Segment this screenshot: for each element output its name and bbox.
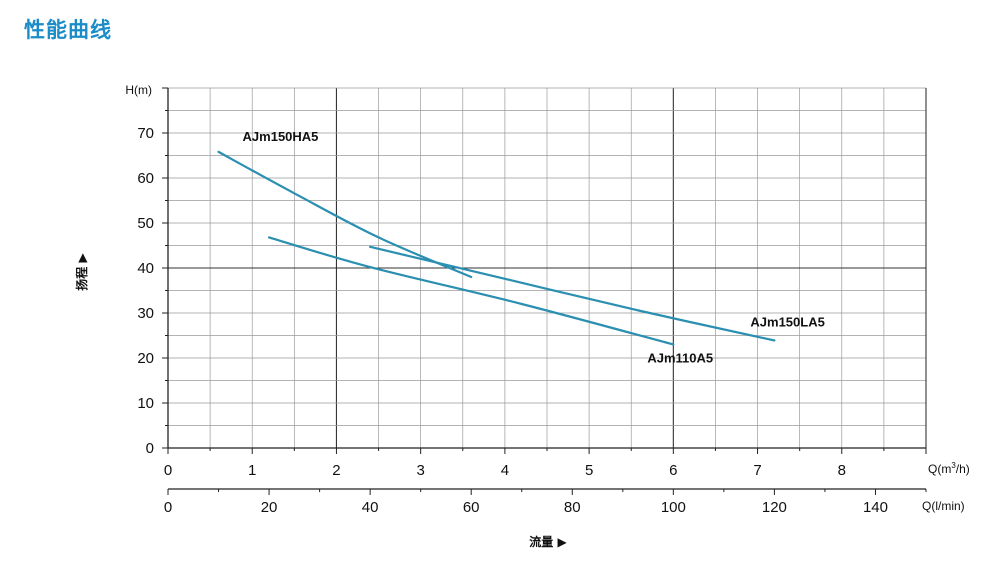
grid bbox=[168, 87, 926, 448]
curve-ajm150ha5 bbox=[217, 150, 473, 279]
y-tick-label: 10 bbox=[137, 395, 154, 412]
x-tick-label-lmin: 80 bbox=[564, 499, 581, 516]
series-labels: AJm150HA5 AJm110A5 AJm150LA5 bbox=[243, 129, 825, 366]
y-tick-label: 70 bbox=[137, 125, 154, 142]
y-axis-title: 扬程 ▶ bbox=[74, 253, 89, 291]
y-tick-label: 30 bbox=[137, 305, 154, 322]
x-unit-primary-end: /h) bbox=[956, 462, 970, 476]
y-tick-label: 60 bbox=[137, 170, 154, 187]
x-tick-label-m3h: 0 bbox=[164, 462, 172, 479]
x-tick-label-m3h: 3 bbox=[416, 462, 424, 479]
x-tick-label-m3h: 4 bbox=[501, 462, 509, 479]
x-unit-secondary-label: Q(l/min) bbox=[922, 499, 965, 513]
series-label-ajm150ha5: AJm150HA5 bbox=[243, 129, 319, 144]
curve-ajm150la5 bbox=[369, 245, 776, 342]
x-tick-label-m3h: 2 bbox=[332, 462, 340, 479]
x-tick-label-m3h: 6 bbox=[669, 462, 677, 479]
x-tick-label-lmin: 100 bbox=[661, 499, 686, 516]
axes bbox=[162, 87, 927, 495]
y-tick-label: 50 bbox=[137, 215, 154, 232]
x-tick-label-lmin: 20 bbox=[261, 499, 278, 516]
y-tick-label: 20 bbox=[137, 350, 154, 367]
series-label-ajm110a5: AJm110A5 bbox=[647, 351, 713, 366]
x-tick-label-lmin: 40 bbox=[362, 499, 379, 516]
x-tick-label-lmin: 120 bbox=[762, 499, 787, 516]
x-unit-primary-base: Q(m bbox=[928, 462, 951, 476]
x-tick-label-m3h: 7 bbox=[753, 462, 761, 479]
y-tick-label: 0 bbox=[146, 440, 154, 457]
y-tick-label: 40 bbox=[137, 260, 154, 277]
page-title: 性能曲线 bbox=[24, 18, 112, 42]
curves bbox=[217, 150, 776, 346]
curve-ajm110a5 bbox=[267, 236, 675, 346]
x-unit-primary-label: Q(m3/h) bbox=[928, 461, 970, 476]
x-axis-title: 流量 ▶ bbox=[529, 534, 567, 549]
x-unit-primary-sup: 3 bbox=[951, 461, 956, 470]
x-tick-label-m3h: 5 bbox=[585, 462, 593, 479]
x-tick-label-lmin: 0 bbox=[164, 499, 172, 516]
series-label-ajm150la5: AJm150LA5 bbox=[750, 314, 824, 329]
x-tick-label-m3h: 1 bbox=[248, 462, 256, 479]
x-tick-label-lmin: 140 bbox=[863, 499, 888, 516]
x-tick-label-m3h: 8 bbox=[838, 462, 846, 479]
y-unit-label: H(m) bbox=[125, 83, 152, 97]
x-tick-label-lmin: 60 bbox=[463, 499, 480, 516]
